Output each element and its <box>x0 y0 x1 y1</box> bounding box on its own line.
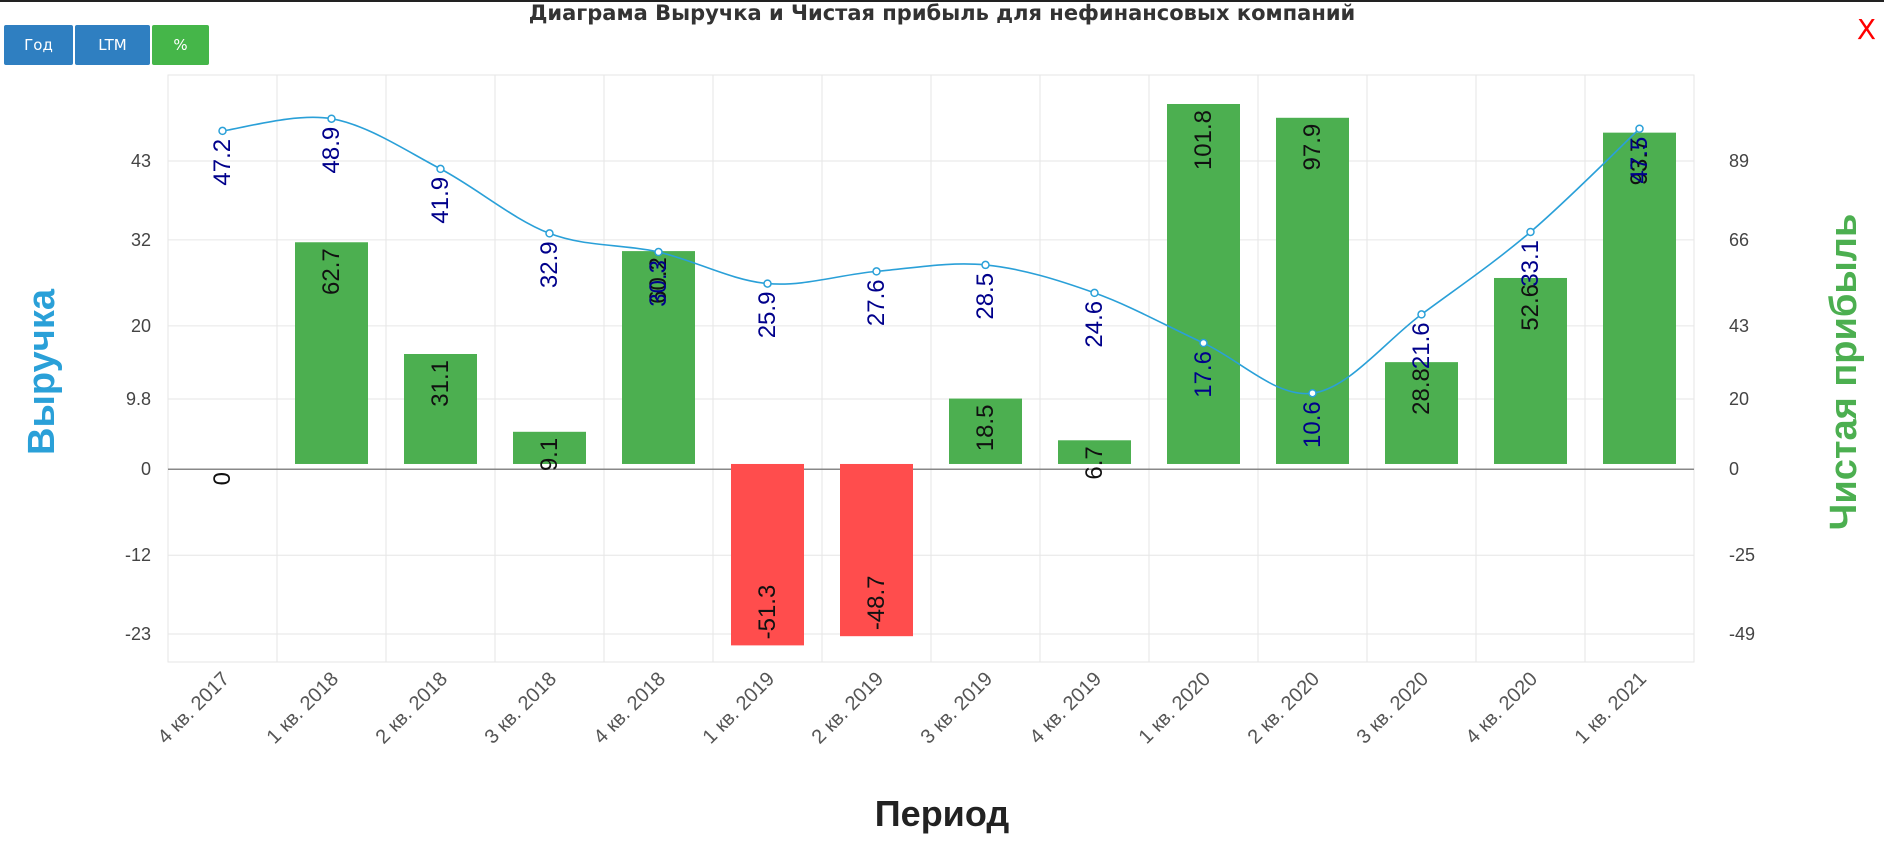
chart-title: Диаграма Выручка и Чистая прибыль для не… <box>528 1 1356 25</box>
revenue-value-label: 21.6 <box>1408 322 1435 369</box>
profit-bar <box>1385 362 1458 464</box>
profit-bar <box>622 251 695 464</box>
right-axis-tick-label: 0 <box>1729 459 1739 479</box>
revenue-point <box>763 279 772 288</box>
x-axis-category-label: 1 кв. 2020 <box>1135 668 1215 748</box>
right-axis-tick-label: 89 <box>1729 151 1749 171</box>
x-axis-category-label: 1 кв. 2021 <box>1571 668 1651 748</box>
profit-value-label: 101.8 <box>1190 110 1217 170</box>
revenue-point <box>218 126 227 136</box>
x-axis-category-label: 2 кв. 2018 <box>372 668 452 748</box>
profit-value-label: 9.1 <box>536 438 563 471</box>
revenue-value-label: 30.3 <box>645 260 672 307</box>
right-axis-tick-label: -25 <box>1729 545 1755 565</box>
profit-bar <box>949 398 1022 464</box>
profit-value-label: 52.6 <box>1517 284 1544 331</box>
profit-bar <box>295 242 368 464</box>
ltm-button[interactable]: LTM <box>75 25 150 65</box>
left-axis-tick-label: 32 <box>131 230 151 250</box>
left-axis-tick-label: 0 <box>141 459 151 479</box>
profit-bar <box>840 463 913 637</box>
right-axis-tick-label: -49 <box>1729 624 1755 644</box>
profit-value-label: 60.2 <box>645 257 672 304</box>
profit-bar <box>1058 440 1131 464</box>
revenue-value-label: 48.9 <box>318 127 345 174</box>
left-axis-tick-label: 43 <box>131 151 151 171</box>
x-axis-category-label: 1 кв. 2019 <box>699 668 779 748</box>
profit-bar <box>513 431 586 464</box>
revenue-value-label: 32.9 <box>536 241 563 288</box>
x-axis-category-label: 3 кв. 2020 <box>1353 668 1433 748</box>
revenue-point <box>1308 388 1317 398</box>
x-axis-category-label: 2 кв. 2020 <box>1244 668 1324 748</box>
revenue-point <box>981 260 990 270</box>
percent-button[interactable]: % <box>152 25 209 65</box>
year-button[interactable]: Год <box>4 25 73 65</box>
close-button[interactable]: X <box>1856 13 1876 46</box>
right-axis-title: Чистая прибыль <box>1823 214 1865 531</box>
x-axis-category-label: 4 кв. 2017 <box>154 668 234 748</box>
top-rule <box>0 0 1884 2</box>
x-axis-category-label: 1 кв. 2018 <box>263 668 343 748</box>
revenue-value-label: 10.6 <box>1299 401 1326 448</box>
profit-value-label: 18.5 <box>972 405 999 452</box>
period-toggle-group: Год LTM % <box>4 25 209 65</box>
right-axis-tick-label: 20 <box>1729 389 1749 409</box>
revenue-value-label: 24.6 <box>1081 301 1108 348</box>
profit-bar <box>1603 132 1676 464</box>
left-axis-tick-label: -12 <box>125 545 151 565</box>
revenue-point <box>1199 338 1208 348</box>
left-axis-tick-label: 9.8 <box>126 389 151 409</box>
revenue-value-label: 41.9 <box>427 177 454 224</box>
profit-value-label: 62.7 <box>318 248 345 295</box>
revenue-value-label: 47.2 <box>209 139 236 186</box>
right-axis-tick-label: 66 <box>1729 230 1749 250</box>
left-axis-tick-label: 20 <box>131 316 151 336</box>
x-axis-category-label: 3 кв. 2018 <box>481 668 561 748</box>
profit-value-label: -51.3 <box>754 585 781 640</box>
right-axis-tick-label: 43 <box>1729 316 1749 336</box>
revenue-value-label: 17.6 <box>1190 351 1217 398</box>
revenue-value-label: 33.1 <box>1517 240 1544 287</box>
revenue-value-label: 25.9 <box>754 292 781 339</box>
profit-value-label: 28.8 <box>1408 368 1435 415</box>
profit-value-label: 6.7 <box>1081 446 1108 479</box>
revenue-value-label: 27.6 <box>863 279 890 326</box>
profit-bar <box>404 354 477 464</box>
x-axis-title: Период <box>875 793 1010 834</box>
profit-value-label: 0 <box>209 472 236 485</box>
profit-value-label: 97.9 <box>1299 124 1326 171</box>
profit-value-label: 31.1 <box>427 360 454 407</box>
revenue-value-label: 47.5 <box>1626 137 1653 184</box>
profit-bar <box>1276 117 1349 464</box>
x-axis-category-label: 2 кв. 2019 <box>808 668 888 748</box>
profit-bar <box>1167 103 1240 464</box>
revenue-point <box>436 164 445 174</box>
profit-value-label: 93.7 <box>1626 139 1653 186</box>
revenue-point <box>654 247 663 257</box>
x-axis-category-label: 4 кв. 2020 <box>1462 668 1542 748</box>
revenue-point <box>1635 124 1644 134</box>
revenue-value-label: 28.5 <box>972 273 999 320</box>
revenue-point <box>1417 310 1426 319</box>
revenue-point <box>1526 227 1535 237</box>
left-axis-tick-label: -23 <box>125 624 151 644</box>
left-axis-title: Выручка <box>21 288 63 455</box>
x-axis-category-label: 4 кв. 2018 <box>590 668 670 748</box>
revenue-point <box>1090 288 1099 298</box>
revenue-point <box>327 114 336 123</box>
revenue-point <box>545 229 554 238</box>
profit-bar <box>1494 277 1567 464</box>
x-axis-category-label: 4 кв. 2019 <box>1026 668 1106 748</box>
profit-value-label: -48.7 <box>863 575 890 630</box>
x-axis-category-label: 3 кв. 2019 <box>917 668 997 748</box>
profit-bar <box>731 463 804 646</box>
revenue-point <box>872 267 881 276</box>
